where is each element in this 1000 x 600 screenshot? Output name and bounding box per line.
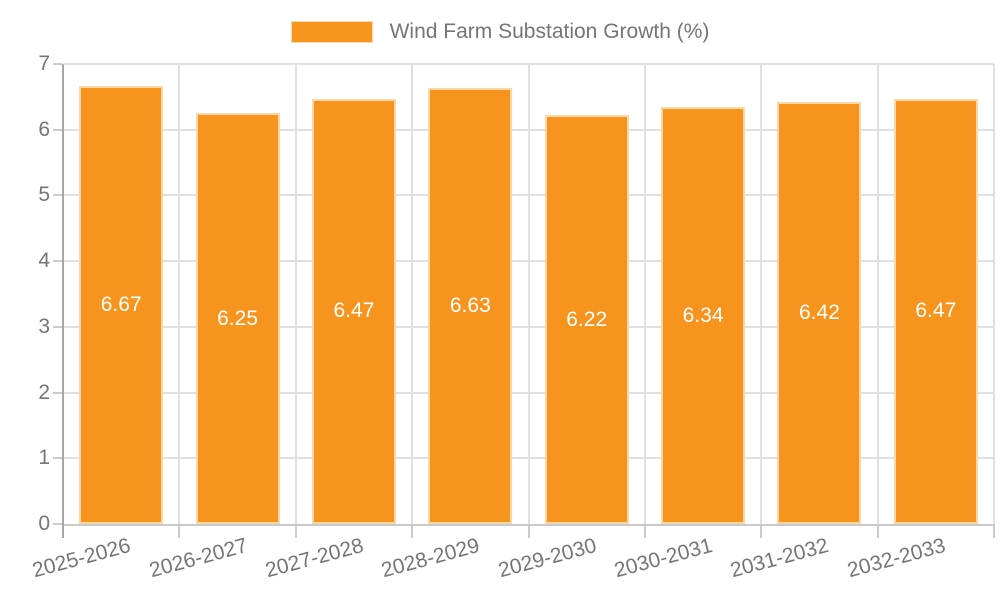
bar: 6.34 (661, 107, 746, 524)
gridline-v (760, 64, 763, 524)
bar-value-label: 6.34 (682, 303, 724, 327)
bar-value-label: 6.67 (100, 292, 142, 316)
y-tick-label: 2 (38, 380, 50, 404)
y-axis-tick (53, 128, 62, 131)
y-axis-line (62, 64, 64, 538)
y-tick-label: 4 (38, 249, 50, 273)
bar-value-label: 6.47 (333, 299, 375, 323)
y-axis-tick (53, 325, 62, 328)
x-axis-tick (411, 524, 414, 538)
gridline-v (294, 64, 297, 524)
bar: 6.25 (195, 113, 280, 524)
x-axis-tick (876, 524, 879, 538)
gridline-v (411, 64, 414, 524)
y-axis-tick (53, 260, 62, 263)
y-tick-label: 1 (38, 446, 50, 470)
legend: Wind Farm Substation Growth (%) (0, 20, 1000, 44)
x-axis-tick (643, 524, 646, 538)
x-axis-tick (527, 524, 530, 538)
y-axis-tick (53, 457, 62, 460)
x-axis-tick (294, 524, 297, 538)
y-axis-tick (53, 523, 62, 525)
y-axis-tick (53, 194, 62, 197)
x-axis-tick (178, 524, 181, 538)
y-tick-label: 0 (38, 512, 50, 535)
bar-value-label: 6.63 (449, 294, 491, 318)
bar: 6.47 (311, 98, 396, 524)
legend-swatch (290, 21, 373, 43)
y-tick-label: 5 (38, 183, 50, 207)
y-tick-label: 7 (38, 52, 50, 75)
gridline-v (993, 64, 995, 524)
y-axis-tick (53, 63, 62, 65)
bar: 6.22 (544, 115, 629, 524)
bar: 6.67 (79, 85, 164, 524)
gridline-v (178, 64, 181, 524)
y-tick-label: 3 (38, 314, 50, 338)
y-tick-label: 6 (38, 117, 50, 141)
bar-value-label: 6.47 (915, 299, 957, 323)
y-axis-tick (53, 391, 62, 394)
bar: 6.42 (777, 102, 862, 524)
legend-label: Wind Farm Substation Growth (%) (389, 20, 710, 43)
bar: 6.63 (428, 88, 513, 524)
gridline-v (527, 64, 530, 524)
bar-value-label: 6.25 (217, 306, 258, 330)
bar: 6.47 (893, 98, 978, 524)
plot-area: 6.67 6.25 6.47 6.63 6.22 6.34 6.42 6.47 (53, 63, 995, 538)
x-axis-tick (760, 524, 763, 538)
x-axis-tick (993, 524, 995, 538)
bar-value-label: 6.22 (566, 307, 608, 331)
x-axis-line (63, 524, 994, 526)
gridline-v (876, 64, 879, 524)
bar-value-label: 6.42 (799, 301, 840, 325)
gridline-v (643, 64, 646, 524)
